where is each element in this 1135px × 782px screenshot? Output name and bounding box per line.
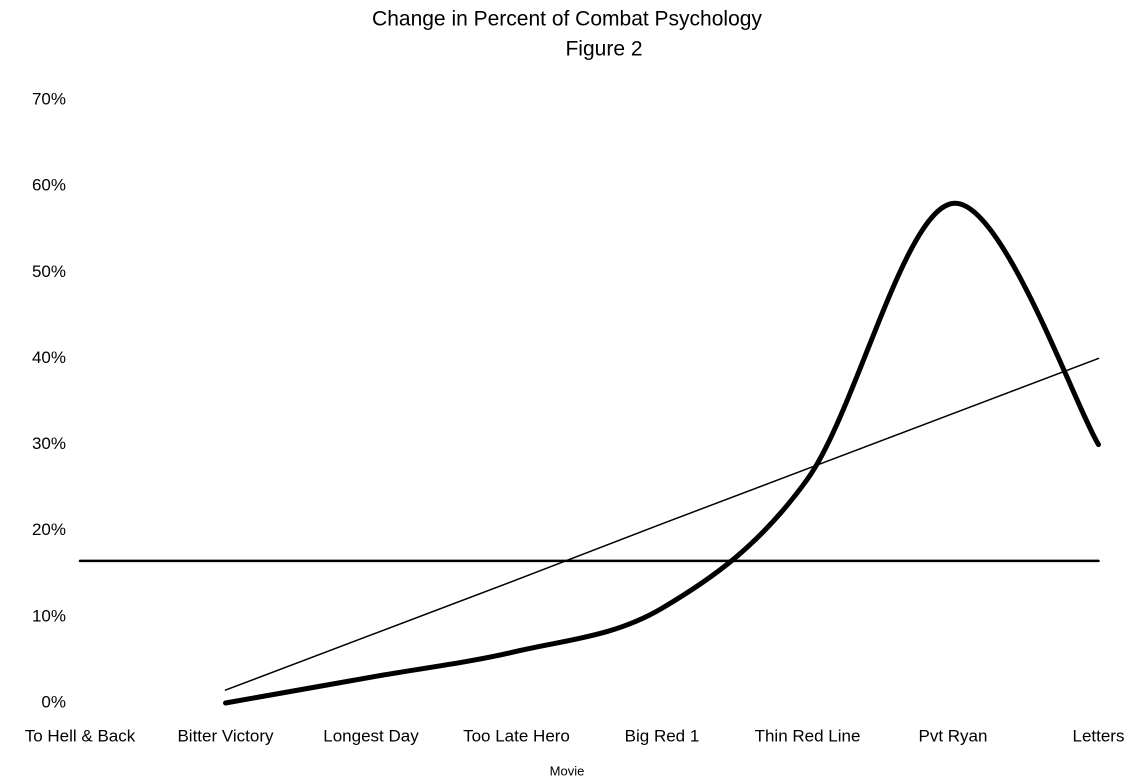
y-tick-label: 0% — [41, 692, 66, 711]
x-tick-label: To Hell & Back — [25, 726, 136, 745]
y-tick-label: 20% — [32, 520, 66, 539]
x-tick-label: Longest Day — [323, 726, 419, 745]
x-axis-label: Movie — [550, 763, 585, 778]
x-tick-label: Thin Red Line — [755, 726, 861, 745]
x-tick-label: Letters — [1073, 726, 1125, 745]
y-tick-label: 70% — [32, 89, 66, 108]
x-tick-label: Too Late Hero — [463, 726, 570, 745]
x-tick-label: Pvt Ryan — [919, 726, 988, 745]
x-tick-label: Big Red 1 — [625, 726, 700, 745]
y-tick-label: 40% — [32, 348, 66, 367]
y-tick-label: 60% — [32, 176, 66, 195]
chart-title: Change in Percent of Combat Psychology — [372, 8, 762, 31]
series-line — [224, 357, 1100, 691]
y-tick-label: 30% — [32, 434, 66, 453]
x-tick-label: Bitter Victory — [177, 726, 274, 745]
y-tick-label: 50% — [32, 262, 66, 281]
y-tick-label: 10% — [32, 606, 66, 625]
chart-subtitle: Figure 2 — [565, 38, 642, 61]
series-line — [223, 200, 1101, 706]
